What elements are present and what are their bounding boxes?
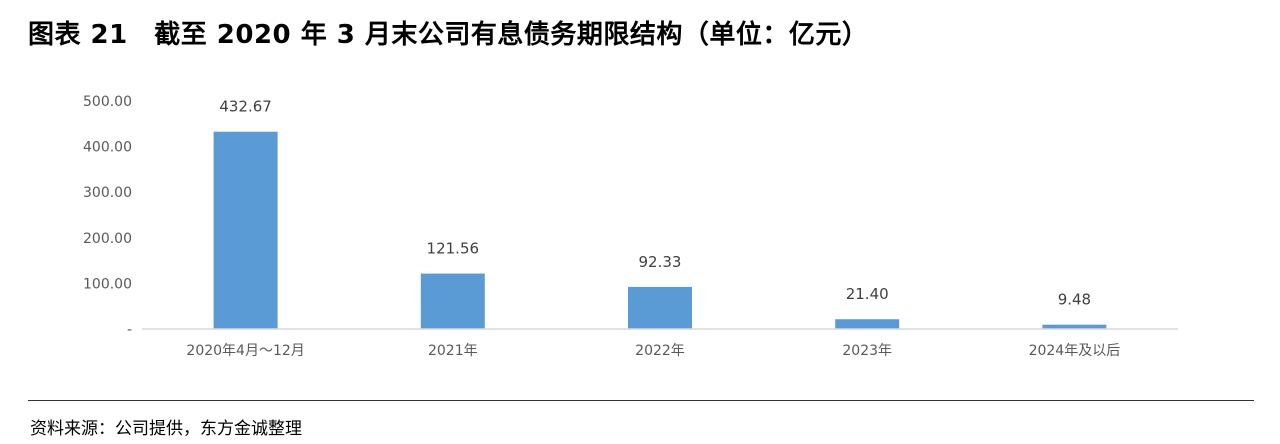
data-label: 121.56 [427,240,480,258]
x-tick-label: 2024年及以后 [1029,343,1121,359]
x-axis: 2020年4月～12月 2021年 2022年 2023年 2024年及以后 [142,328,1178,359]
footer-divider [28,400,1254,401]
y-tick-label: 300.00 [83,185,132,201]
x-tick-label: 2020年4月～12月 [186,343,304,359]
y-tick-label: - [127,322,132,338]
y-tick-label: 500.00 [83,94,132,110]
x-tick-label: 2023年 [842,343,892,359]
data-label: 21.40 [846,285,889,303]
bar-chart: - 100.00 200.00 300.00 400.00 500.00 432.67 12… [83,94,1178,359]
y-axis: - 100.00 200.00 300.00 400.00 500.00 [83,94,132,338]
source-note: 资料来源：公司提供，东方金诚整理 [30,419,302,439]
data-labels: 432.67 121.56 92.33 21.40 9.48 [219,98,1091,309]
data-label: 92.33 [639,253,682,271]
data-label: 432.67 [219,98,272,116]
bar [420,273,485,329]
y-tick-label: 200.00 [83,231,132,247]
chart-title: 图表 21 截至 2020 年 3 月末公司有息债务期限结构（单位：亿元） [28,20,869,50]
bar [1042,324,1107,329]
data-label: 9.48 [1058,291,1091,309]
x-tick-label: 2022年 [635,343,685,359]
bars [213,131,1107,329]
bar [628,286,692,329]
bar [835,319,900,329]
x-tick-label: 2021年 [428,343,478,359]
y-tick-label: 100.00 [83,276,132,292]
y-tick-label: 400.00 [83,140,132,156]
bar [213,131,278,329]
